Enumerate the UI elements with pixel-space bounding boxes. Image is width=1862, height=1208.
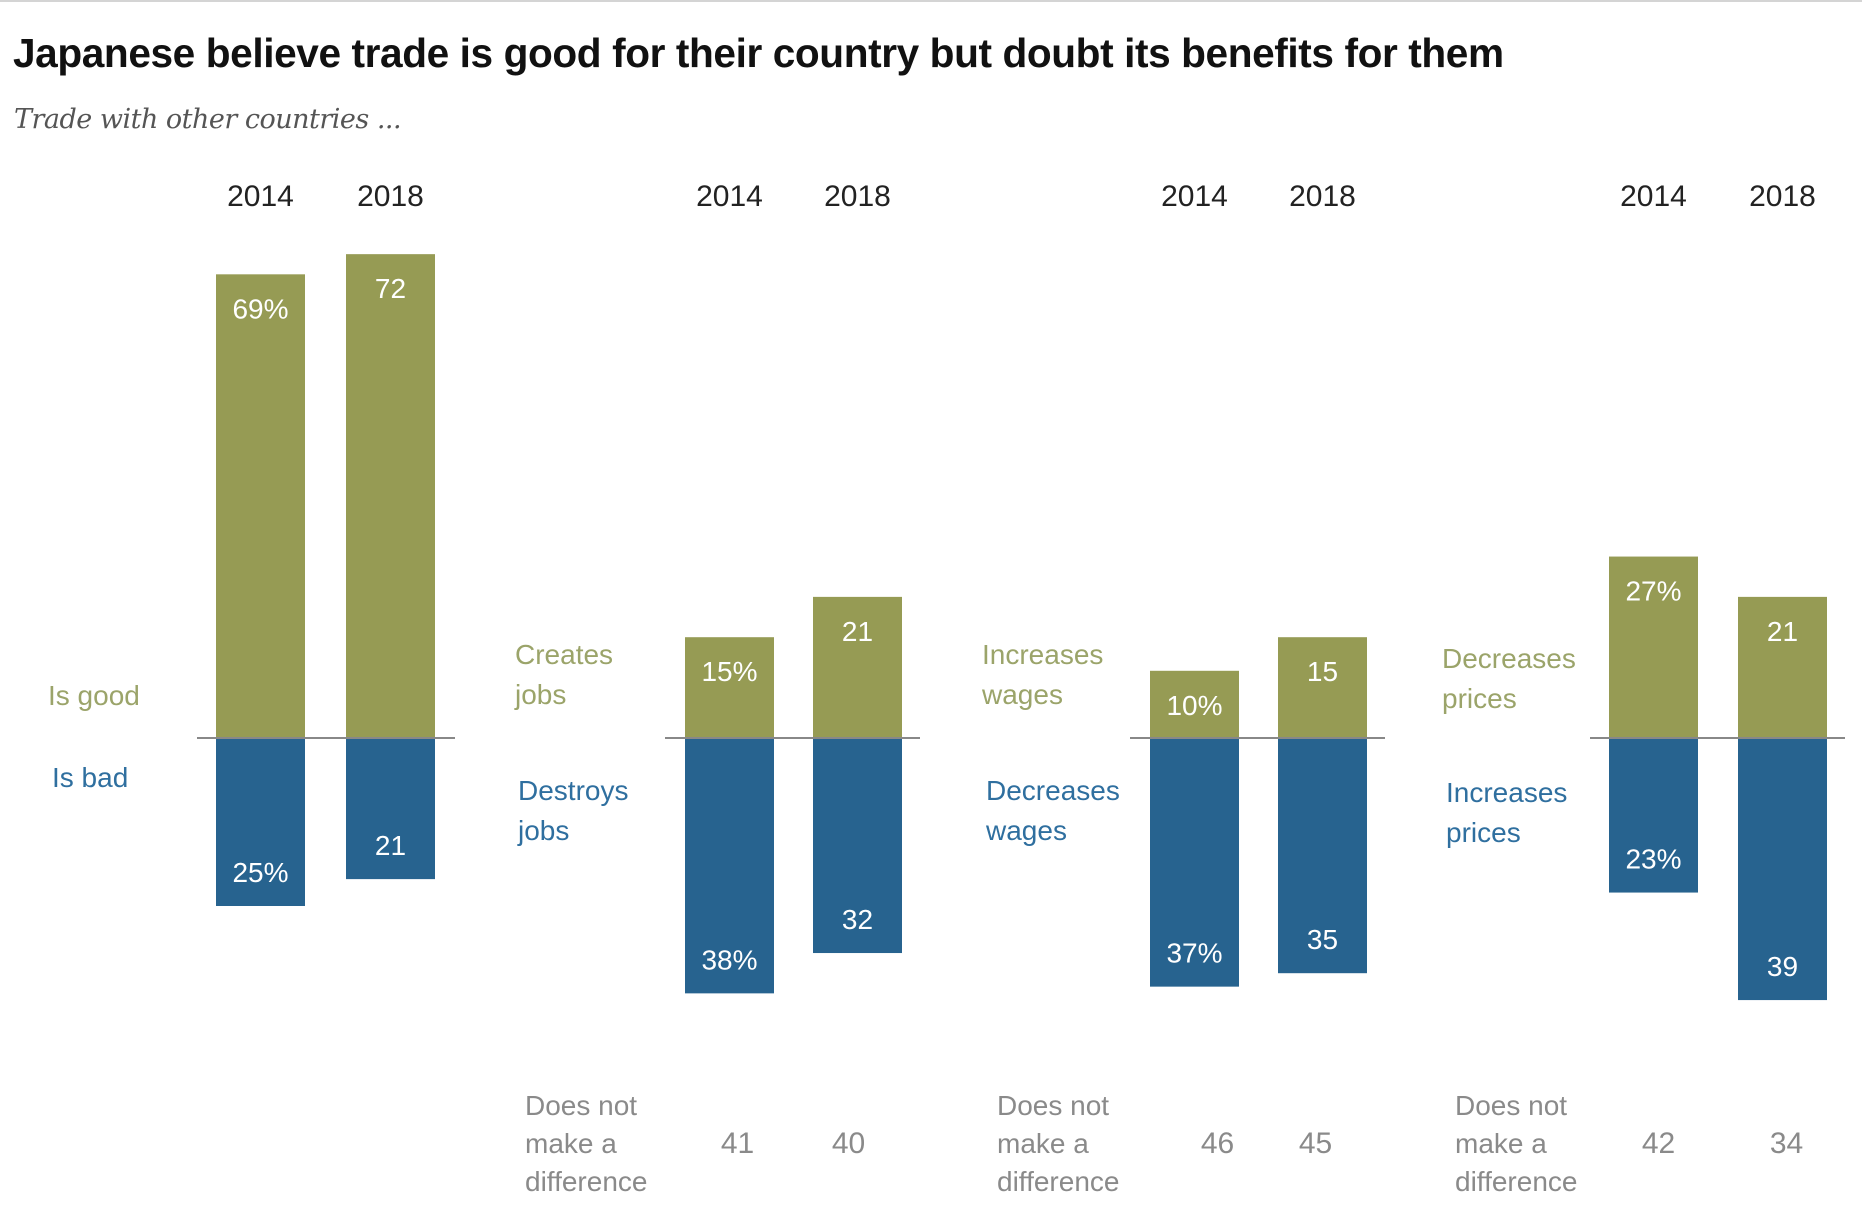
negative-value-label: 25% — [232, 857, 288, 888]
negative-bar — [346, 738, 435, 880]
negative-bar — [1150, 738, 1239, 987]
positive-value-label: 69% — [232, 293, 288, 324]
negative-bar — [813, 738, 902, 954]
neutral-value-label: 40 — [832, 1127, 865, 1160]
negative-value-label: 38% — [701, 944, 757, 975]
top-rule — [0, 0, 1862, 2]
negative-value-label: 23% — [1625, 844, 1681, 875]
neutral-category-label: difference — [525, 1166, 647, 1197]
neutral-category-label: difference — [997, 1166, 1119, 1197]
positive-bar — [1278, 637, 1367, 738]
positive-bar — [1609, 556, 1698, 738]
positive-category-label: jobs — [514, 679, 566, 710]
year-label: 2014 — [1161, 180, 1228, 213]
chart-title: Japanese believe trade is good for their… — [13, 30, 1504, 76]
positive-category-label: Increases — [982, 639, 1103, 670]
year-label: 2014 — [1620, 180, 1687, 213]
positive-bar — [813, 596, 902, 738]
neutral-value-label: 41 — [721, 1127, 754, 1160]
negative-category-label: prices — [1446, 817, 1521, 848]
negative-bar — [1609, 738, 1698, 893]
negative-bar — [216, 738, 305, 906]
positive-bar — [1150, 670, 1239, 738]
positive-value-label: 15% — [701, 656, 757, 687]
positive-category-label: prices — [1442, 683, 1517, 714]
neutral-category-label: Does not — [525, 1090, 637, 1121]
positive-bar — [216, 274, 305, 738]
positive-value-label: 21 — [842, 616, 873, 647]
year-label: 2014 — [227, 180, 294, 213]
positive-value-label: 72 — [375, 273, 406, 304]
positive-category-label: wages — [981, 679, 1063, 710]
negative-category-label: jobs — [517, 815, 569, 846]
negative-bar — [1278, 738, 1367, 974]
chart-subtitle: Trade with other countries ... — [14, 104, 402, 135]
positive-category-label: Creates — [515, 639, 613, 670]
negative-value-label: 37% — [1166, 938, 1222, 969]
positive-bar — [685, 637, 774, 738]
positive-value-label: 10% — [1166, 690, 1222, 721]
year-label: 2014 — [696, 180, 763, 213]
neutral-value-label: 45 — [1299, 1127, 1332, 1160]
positive-category-label: Decreases — [1442, 643, 1576, 674]
negative-value-label: 32 — [842, 904, 873, 935]
neutral-value-label: 34 — [1770, 1127, 1803, 1160]
neutral-category-label: Does not — [997, 1090, 1109, 1121]
neutral-category-label: difference — [1455, 1166, 1577, 1197]
negative-bar — [1738, 738, 1827, 1001]
neutral-category-label: make a — [997, 1128, 1089, 1159]
positive-bar — [346, 254, 435, 738]
negative-bar — [685, 738, 774, 994]
negative-category-label: Decreases — [986, 775, 1120, 806]
negative-category-label: Increases — [1446, 777, 1567, 808]
year-label: 2018 — [357, 180, 424, 213]
year-label: 2018 — [1289, 180, 1356, 213]
positive-bar — [1738, 596, 1827, 738]
neutral-value-label: 46 — [1201, 1127, 1234, 1160]
positive-value-label: 21 — [1767, 616, 1798, 647]
positive-category-label: Is good — [48, 680, 140, 711]
negative-category-label: wages — [985, 815, 1067, 846]
negative-category-label: Is bad — [52, 762, 128, 793]
negative-value-label: 39 — [1767, 951, 1798, 982]
neutral-value-label: 42 — [1642, 1127, 1675, 1160]
neutral-category-label: make a — [1455, 1128, 1547, 1159]
negative-value-label: 21 — [375, 830, 406, 861]
positive-value-label: 15 — [1307, 656, 1338, 687]
negative-value-label: 35 — [1307, 924, 1338, 955]
negative-category-label: Destroys — [518, 775, 628, 806]
positive-value-label: 27% — [1625, 576, 1681, 607]
year-label: 2018 — [824, 180, 891, 213]
neutral-category-label: make a — [525, 1128, 617, 1159]
year-label: 2018 — [1749, 180, 1816, 213]
neutral-category-label: Does not — [1455, 1090, 1567, 1121]
